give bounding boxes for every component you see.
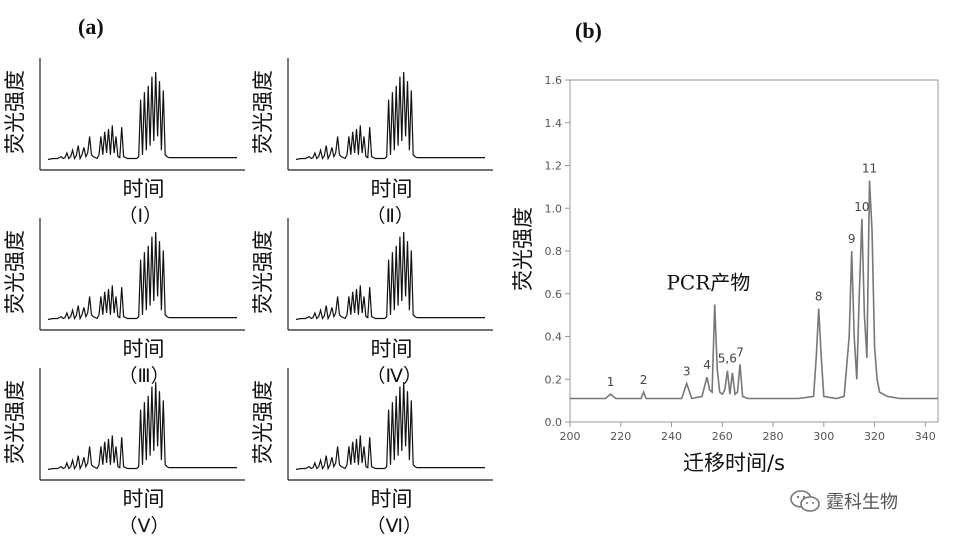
trace-line: [295, 231, 485, 321]
y-axis-title: 荧光强度: [511, 207, 535, 291]
peak-label: 1: [607, 375, 615, 389]
y-tick-label: 0.0: [545, 416, 563, 429]
y-tick-label: 0.4: [545, 331, 563, 344]
watermark: 霆科生物: [790, 488, 898, 514]
trace-line: [47, 231, 237, 321]
wechat-icon: [790, 490, 820, 512]
peak-label: 5,6: [718, 352, 737, 366]
y-axis-label: 荧光强度: [251, 380, 275, 464]
y-axis-label: 荧光强度: [3, 380, 27, 464]
trace-line: [295, 381, 485, 471]
y-axis-label: 荧光强度: [251, 230, 275, 314]
peak-label: 4: [703, 358, 711, 372]
x-tick-label: 260: [712, 430, 733, 443]
y-axis-label: 荧光强度: [251, 70, 275, 154]
x-axis-label: 时间: [371, 337, 413, 361]
x-axis-label: 时间: [123, 487, 165, 511]
panel-b-label: (b): [575, 18, 602, 43]
panel-caption: （Ⅲ）: [119, 365, 170, 387]
panel-a-charts: 荧光强度时间（Ⅰ）荧光强度时间（Ⅱ）荧光强度时间（Ⅲ）荧光强度时间（Ⅳ）荧光强度…: [3, 58, 493, 537]
y-tick-label: 1.0: [545, 202, 563, 215]
plot-frame: [569, 79, 939, 423]
peak-label: 11: [862, 161, 877, 175]
peak-label: 2: [640, 373, 648, 387]
x-axis-label: 时间: [371, 487, 413, 511]
x-tick-label: 240: [661, 430, 682, 443]
y-axis-label: 荧光强度: [3, 70, 27, 154]
trace-line: [47, 71, 237, 161]
pcr-product-annotation: PCR产物: [666, 270, 750, 294]
x-axis-label: 时间: [123, 177, 165, 201]
peak-label: 7: [736, 345, 744, 359]
panel-b-chart: 200 220 240 260 280 300 320 340 0.0 0.2 0.4 0.6 0.8 1…: [511, 74, 939, 475]
x-tick-label: 320: [864, 430, 885, 443]
panel-caption: （Ⅴ）: [119, 515, 170, 537]
x-axis-title: 迁移时间/s: [683, 451, 785, 475]
y-tick-label: 1.2: [545, 160, 563, 173]
panel-caption: （Ⅰ）: [119, 205, 163, 227]
x-tick-label: 340: [915, 430, 936, 443]
peak-label: 10: [854, 200, 869, 214]
y-tick-label: 0.6: [545, 288, 563, 301]
y-tick-label: 1.6: [545, 74, 563, 87]
y-tick-label: 1.4: [545, 117, 563, 130]
peak-label: 3: [683, 365, 691, 379]
trace-line: [47, 381, 237, 471]
panel-caption: （Ⅵ）: [367, 515, 423, 537]
x-axis-label: 时间: [371, 177, 413, 201]
peak-label: 8: [815, 290, 823, 304]
x-tick-label: 200: [560, 430, 581, 443]
y-tick-label: 0.2: [545, 373, 563, 386]
y-axis-label: 荧光强度: [3, 230, 27, 314]
panel-caption: （Ⅱ）: [367, 205, 414, 227]
watermark-text: 霆科生物: [826, 492, 898, 513]
x-axis-label: 时间: [123, 337, 165, 361]
panel-caption: （Ⅳ）: [367, 365, 423, 387]
peak-label: 9: [848, 232, 856, 246]
panel-a-label: (a): [78, 14, 104, 39]
x-tick-label: 220: [610, 430, 631, 443]
x-tick-label: 300: [813, 430, 834, 443]
y-tick-label: 0.8: [545, 245, 563, 258]
x-tick-label: 280: [763, 430, 784, 443]
trace-line: [295, 71, 485, 161]
electropherogram-line: [570, 180, 938, 400]
